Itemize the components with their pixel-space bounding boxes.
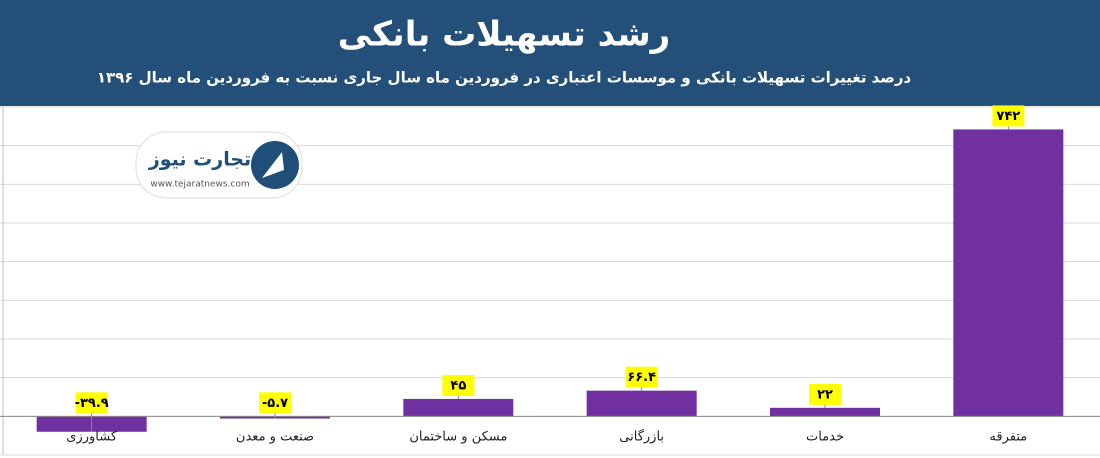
value-label-box (442, 374, 475, 396)
x-tick-label: بازرگانی (619, 429, 664, 445)
value-label-box (75, 392, 108, 414)
bar (586, 390, 697, 417)
value-label: ۴۵ (450, 378, 466, 393)
value-label: ۷۴۲ (996, 109, 1020, 124)
bar (953, 129, 1064, 417)
x-tick-label: متفرقه (989, 430, 1027, 445)
value-label: ۶۶.۴ (627, 370, 656, 385)
value-label-box (259, 392, 291, 414)
chart-title: رشد تسهیلات بانکی (338, 15, 670, 55)
bar (403, 398, 514, 417)
header-band (0, 0, 1100, 106)
x-tick-label: مسکن و ساختمان (409, 430, 507, 445)
x-tick-label: کشاورزی (66, 430, 118, 445)
value-label-box (992, 105, 1025, 127)
bar (770, 407, 880, 417)
value-label: ۲۲ (817, 387, 833, 402)
value-label-box (809, 383, 841, 405)
value-label: -۵.۷ (262, 396, 288, 411)
logo-url: www.tejaratnews.com (150, 180, 249, 190)
value-label: -۳۹.۹ (75, 396, 109, 411)
chart-subtitle: درصد تغییرات تسهیلات بانکی و موسسات اعتب… (97, 69, 912, 87)
x-tick-label: خدمات (806, 430, 844, 445)
logo-text: تجارت نیوز (148, 149, 251, 171)
logo-arrow (262, 152, 284, 178)
logo: تجارت نیوز www.tejaratnews.com (135, 131, 303, 199)
value-label-box (625, 366, 658, 388)
x-tick-label: صنعت و معدن (236, 430, 314, 445)
